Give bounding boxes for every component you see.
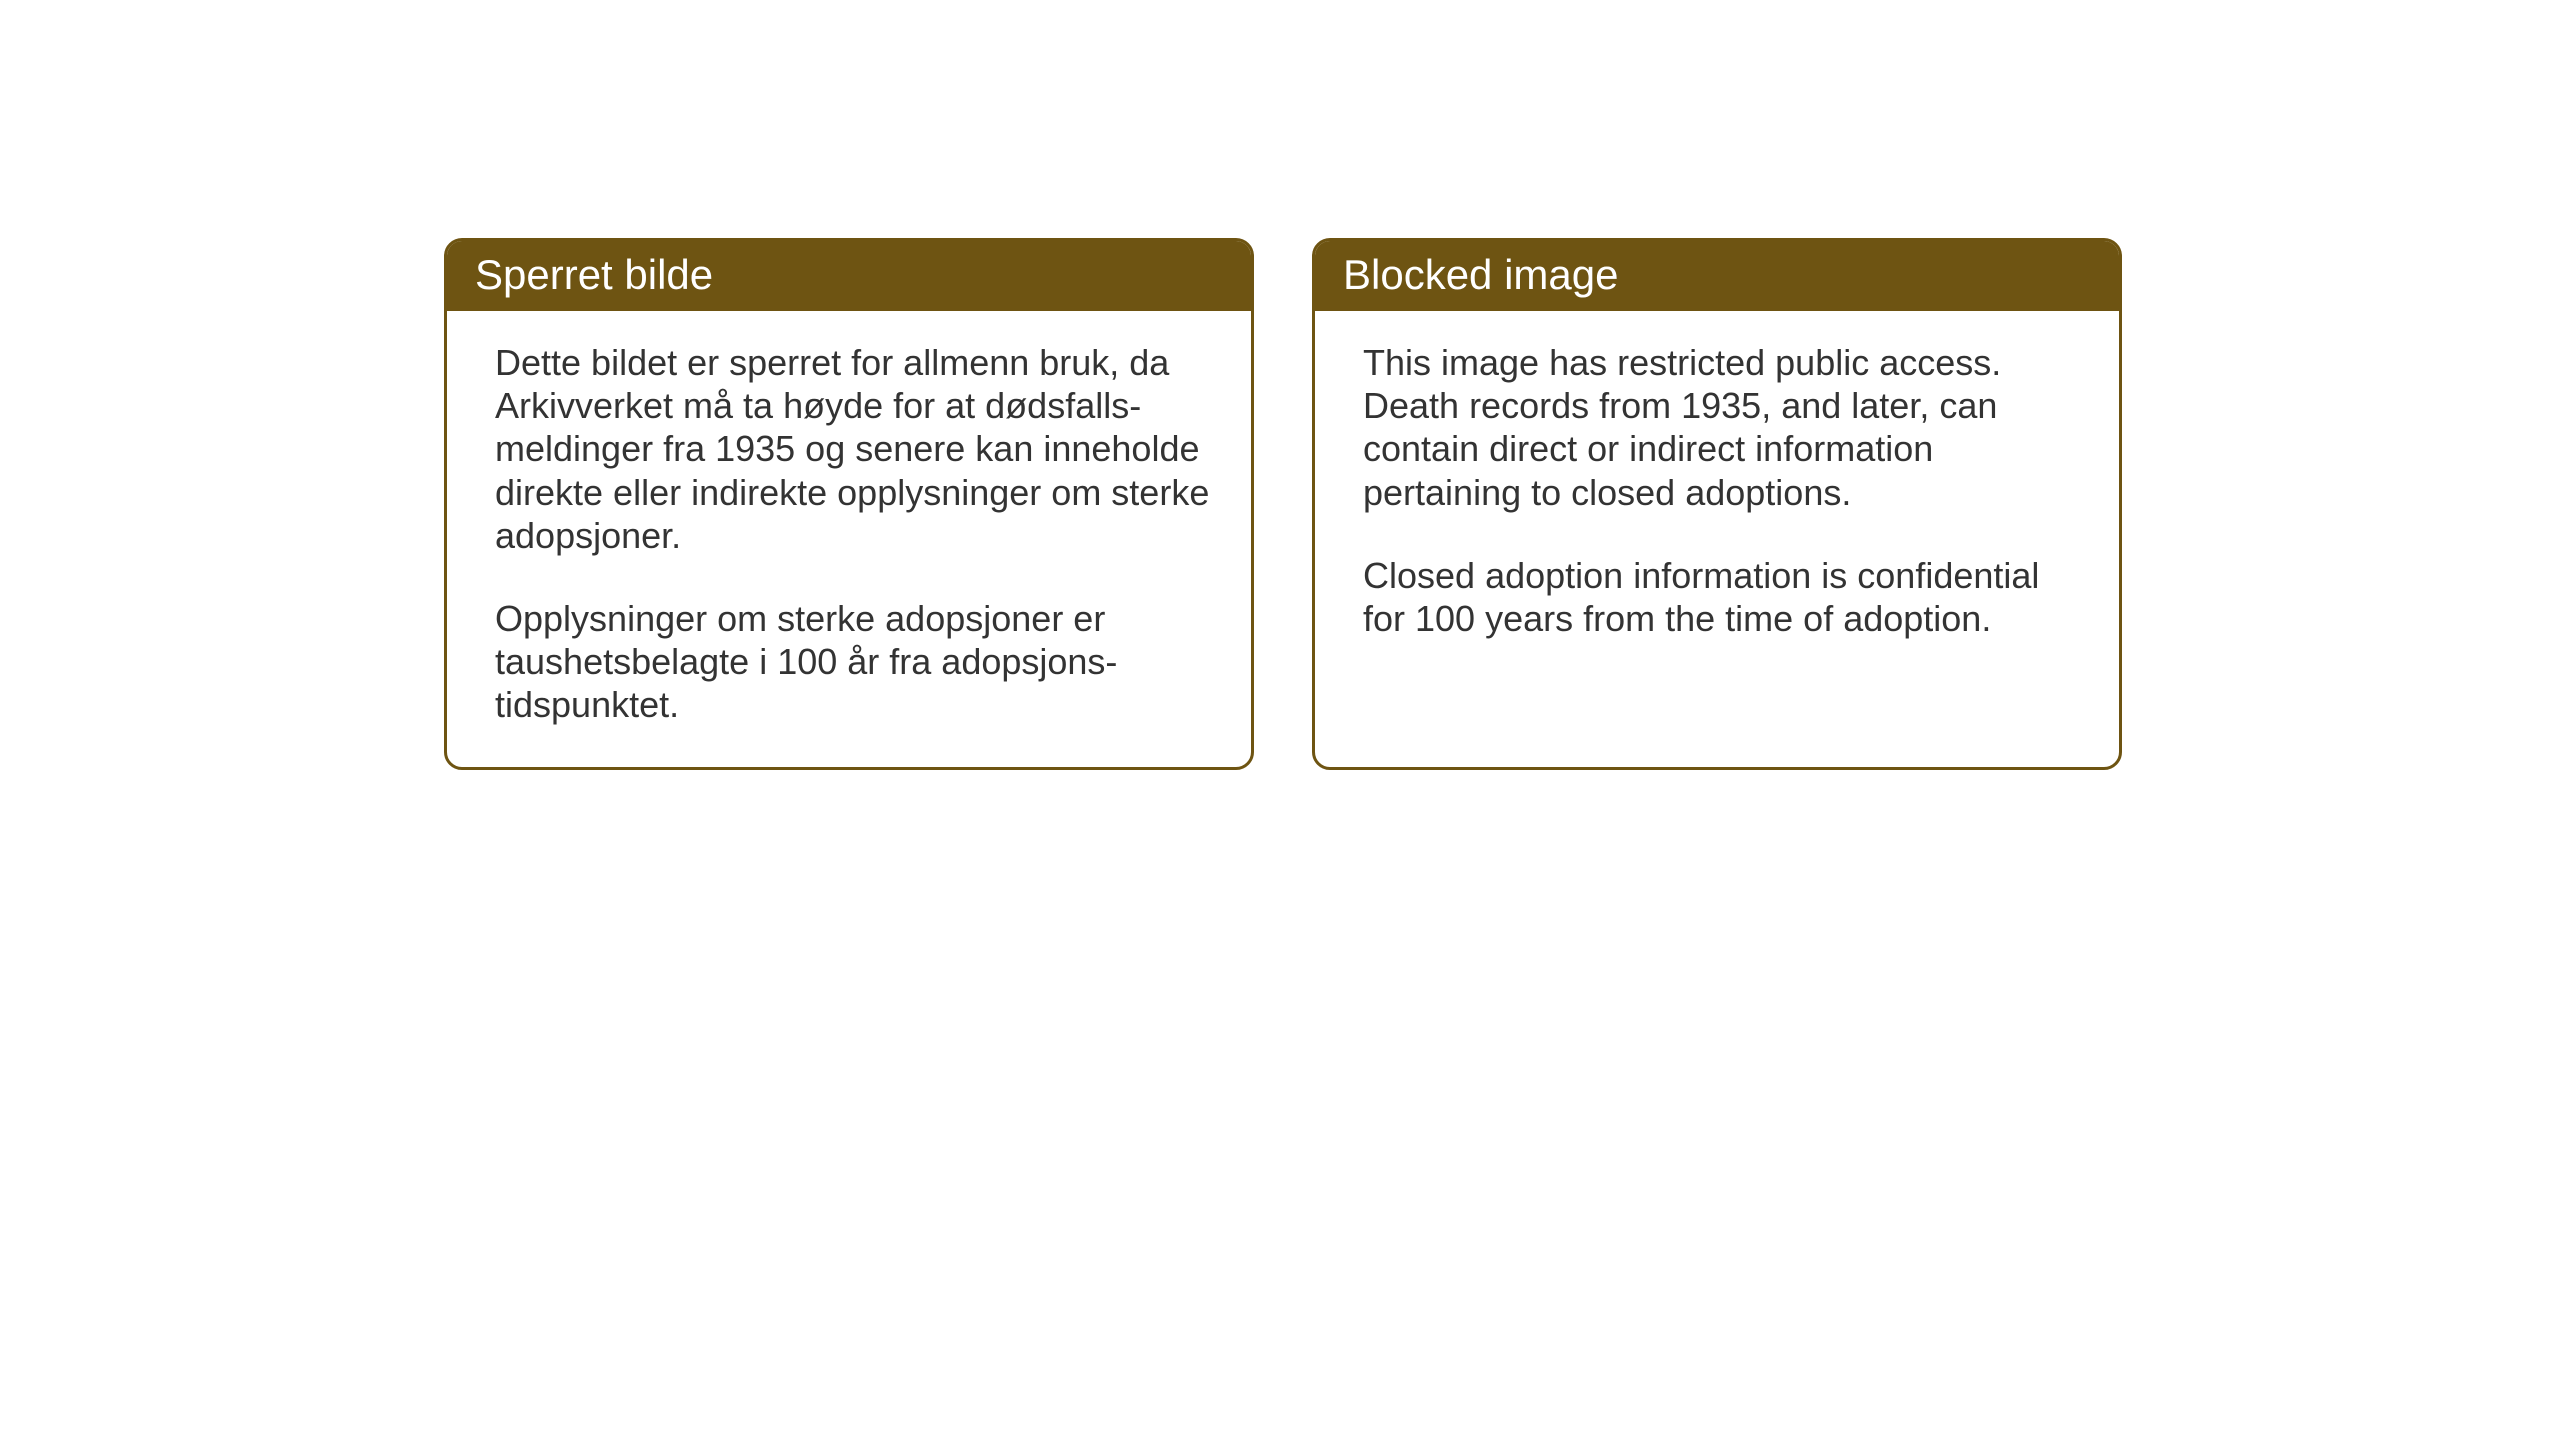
card-paragraph: Closed adoption information is confident… (1363, 554, 2079, 640)
card-paragraph: Dette bildet er sperret for allmenn bruk… (495, 341, 1211, 557)
card-paragraph: Opplysninger om sterke adopsjoner er tau… (495, 597, 1211, 727)
card-body-norwegian: Dette bildet er sperret for allmenn bruk… (447, 311, 1251, 767)
notice-card-norwegian: Sperret bilde Dette bildet er sperret fo… (444, 238, 1254, 770)
card-header-norwegian: Sperret bilde (447, 241, 1251, 311)
card-header-english: Blocked image (1315, 241, 2119, 311)
notice-container: Sperret bilde Dette bildet er sperret fo… (444, 238, 2122, 770)
card-title-norwegian: Sperret bilde (475, 251, 713, 298)
card-title-english: Blocked image (1343, 251, 1618, 298)
notice-card-english: Blocked image This image has restricted … (1312, 238, 2122, 770)
card-paragraph: This image has restricted public access.… (1363, 341, 2079, 514)
card-body-english: This image has restricted public access.… (1315, 311, 2119, 680)
